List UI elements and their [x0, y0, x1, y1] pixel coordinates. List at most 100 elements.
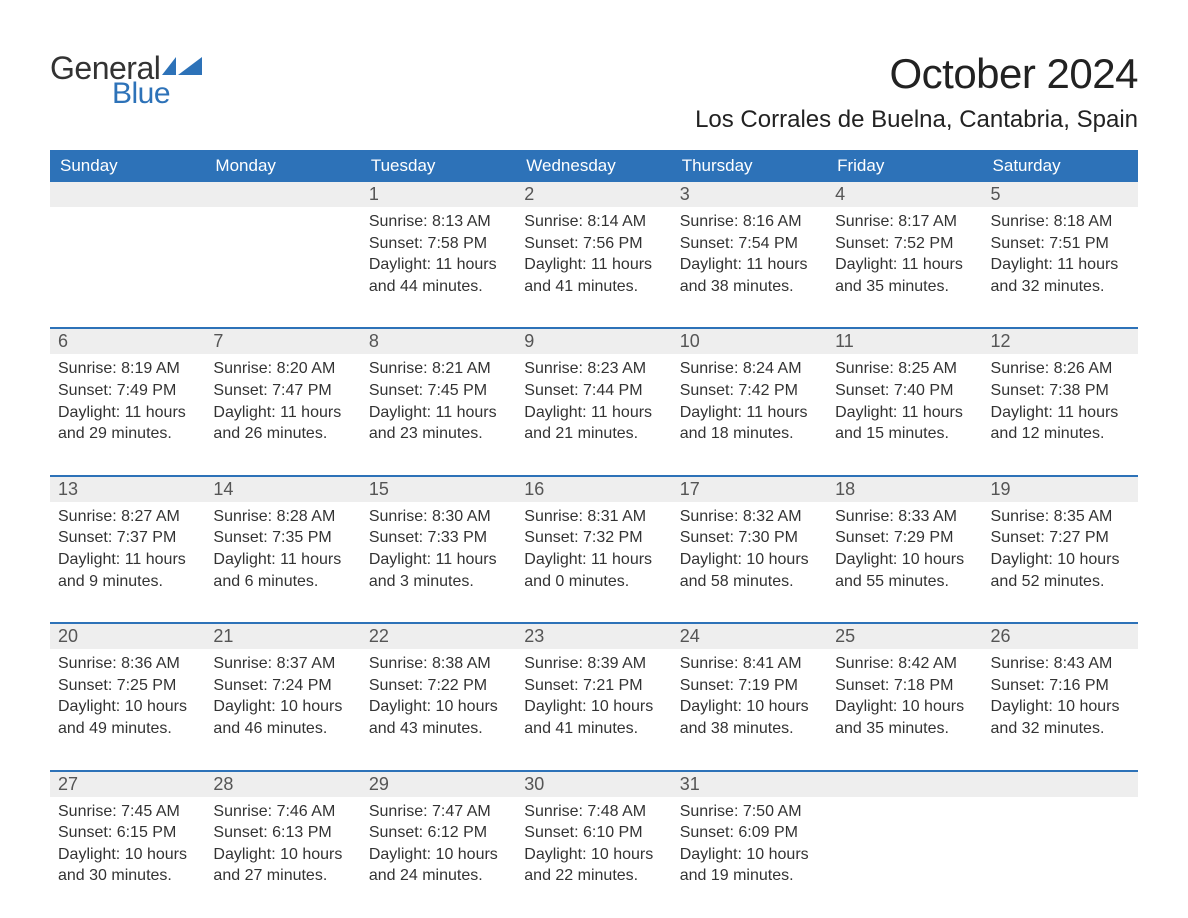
sunset-line: Sunset: 7:22 PM — [369, 675, 508, 697]
sunrise-line: Sunrise: 7:46 AM — [213, 801, 352, 823]
daylight-line-1: Daylight: 10 hours — [369, 844, 508, 866]
day-number-cell: 16 — [516, 477, 671, 502]
day-number-row: 20212223242526 — [50, 624, 1138, 649]
day-number-cell: 4 — [827, 182, 982, 207]
sunrise-line: Sunrise: 8:21 AM — [369, 358, 508, 380]
daylight-line-2: and 15 minutes. — [835, 423, 974, 445]
daylight-line-1: Daylight: 10 hours — [58, 696, 197, 718]
daylight-line-1: Daylight: 10 hours — [680, 696, 819, 718]
sunrise-line: Sunrise: 8:28 AM — [213, 506, 352, 528]
daylight-line-2: and 52 minutes. — [991, 571, 1130, 593]
day-number-cell: 2 — [516, 182, 671, 207]
day-number-cell: 7 — [205, 329, 360, 354]
header: General Blue October 2024 Los Corrales d… — [50, 50, 1138, 144]
sunset-line: Sunset: 7:16 PM — [991, 675, 1130, 697]
sunset-line: Sunset: 7:30 PM — [680, 527, 819, 549]
daylight-line-2: and 32 minutes. — [991, 276, 1130, 298]
day-number-cell: 15 — [361, 477, 516, 502]
day-content-row: Sunrise: 7:45 AMSunset: 6:15 PMDaylight:… — [50, 797, 1138, 897]
day-content-cell: Sunrise: 8:23 AMSunset: 7:44 PMDaylight:… — [516, 354, 671, 475]
daylight-line-2: and 41 minutes. — [524, 718, 663, 740]
sunset-line: Sunset: 7:42 PM — [680, 380, 819, 402]
daylight-line-1: Daylight: 10 hours — [835, 549, 974, 571]
day-content-cell: Sunrise: 8:39 AMSunset: 7:21 PMDaylight:… — [516, 649, 671, 770]
day-content-cell: Sunrise: 8:24 AMSunset: 7:42 PMDaylight:… — [672, 354, 827, 475]
day-content-cell — [983, 797, 1138, 897]
sunrise-line: Sunrise: 8:43 AM — [991, 653, 1130, 675]
day-number-cell: 10 — [672, 329, 827, 354]
day-content-cell: Sunrise: 7:50 AMSunset: 6:09 PMDaylight:… — [672, 797, 827, 897]
daylight-line-1: Daylight: 10 hours — [213, 696, 352, 718]
day-content-cell: Sunrise: 8:35 AMSunset: 7:27 PMDaylight:… — [983, 502, 1138, 623]
day-content-cell: Sunrise: 8:21 AMSunset: 7:45 PMDaylight:… — [361, 354, 516, 475]
day-number-cell: 9 — [516, 329, 671, 354]
day-number-cell: 22 — [361, 624, 516, 649]
day-content-cell: Sunrise: 7:45 AMSunset: 6:15 PMDaylight:… — [50, 797, 205, 897]
day-number-cell — [50, 182, 205, 207]
daylight-line-1: Daylight: 11 hours — [369, 549, 508, 571]
day-content-cell: Sunrise: 8:16 AMSunset: 7:54 PMDaylight:… — [672, 207, 827, 328]
daylight-line-1: Daylight: 10 hours — [680, 844, 819, 866]
sunrise-line: Sunrise: 8:17 AM — [835, 211, 974, 233]
day-content-cell: Sunrise: 7:47 AMSunset: 6:12 PMDaylight:… — [361, 797, 516, 897]
sunrise-line: Sunrise: 8:33 AM — [835, 506, 974, 528]
dayhead-tue: Tuesday — [361, 150, 516, 182]
day-number-row: 13141516171819 — [50, 477, 1138, 502]
day-number-cell: 30 — [516, 772, 671, 797]
day-number-cell: 17 — [672, 477, 827, 502]
sunset-line: Sunset: 7:56 PM — [524, 233, 663, 255]
day-number-cell: 18 — [827, 477, 982, 502]
daylight-line-1: Daylight: 11 hours — [835, 254, 974, 276]
day-number-cell — [205, 182, 360, 207]
sunset-line: Sunset: 6:15 PM — [58, 822, 197, 844]
day-number-cell: 19 — [983, 477, 1138, 502]
day-number-cell: 27 — [50, 772, 205, 797]
daylight-line-1: Daylight: 11 hours — [524, 254, 663, 276]
calendar-table: Sunday Monday Tuesday Wednesday Thursday… — [50, 150, 1138, 897]
daylight-line-2: and 23 minutes. — [369, 423, 508, 445]
daylight-line-2: and 6 minutes. — [213, 571, 352, 593]
sunset-line: Sunset: 6:10 PM — [524, 822, 663, 844]
day-number-cell: 3 — [672, 182, 827, 207]
day-content-cell: Sunrise: 8:18 AMSunset: 7:51 PMDaylight:… — [983, 207, 1138, 328]
day-number-cell: 21 — [205, 624, 360, 649]
daylight-line-1: Daylight: 11 hours — [835, 402, 974, 424]
day-content-row: Sunrise: 8:13 AMSunset: 7:58 PMDaylight:… — [50, 207, 1138, 328]
day-number-cell — [983, 772, 1138, 797]
daylight-line-2: and 27 minutes. — [213, 865, 352, 887]
daylight-line-2: and 55 minutes. — [835, 571, 974, 593]
day-content-cell: Sunrise: 8:41 AMSunset: 7:19 PMDaylight:… — [672, 649, 827, 770]
day-number-cell: 28 — [205, 772, 360, 797]
daylight-line-2: and 3 minutes. — [369, 571, 508, 593]
day-number-row: 2728293031 — [50, 772, 1138, 797]
sunrise-line: Sunrise: 8:37 AM — [213, 653, 352, 675]
daylight-line-1: Daylight: 11 hours — [58, 402, 197, 424]
sunrise-line: Sunrise: 8:25 AM — [835, 358, 974, 380]
day-content-cell: Sunrise: 8:33 AMSunset: 7:29 PMDaylight:… — [827, 502, 982, 623]
sunrise-line: Sunrise: 8:31 AM — [524, 506, 663, 528]
daylight-line-2: and 38 minutes. — [680, 276, 819, 298]
daylight-line-2: and 44 minutes. — [369, 276, 508, 298]
sunset-line: Sunset: 7:51 PM — [991, 233, 1130, 255]
sunrise-line: Sunrise: 8:16 AM — [680, 211, 819, 233]
sunrise-line: Sunrise: 8:38 AM — [369, 653, 508, 675]
sunset-line: Sunset: 7:27 PM — [991, 527, 1130, 549]
sunset-line: Sunset: 7:18 PM — [835, 675, 974, 697]
day-content-cell: Sunrise: 8:28 AMSunset: 7:35 PMDaylight:… — [205, 502, 360, 623]
day-number-cell: 24 — [672, 624, 827, 649]
day-content-cell: Sunrise: 8:17 AMSunset: 7:52 PMDaylight:… — [827, 207, 982, 328]
day-number-cell: 12 — [983, 329, 1138, 354]
sunrise-line: Sunrise: 8:14 AM — [524, 211, 663, 233]
day-content-cell: Sunrise: 7:48 AMSunset: 6:10 PMDaylight:… — [516, 797, 671, 897]
daylight-line-1: Daylight: 10 hours — [991, 549, 1130, 571]
day-content-cell: Sunrise: 8:30 AMSunset: 7:33 PMDaylight:… — [361, 502, 516, 623]
daylight-line-1: Daylight: 10 hours — [680, 549, 819, 571]
day-content-cell: Sunrise: 8:37 AMSunset: 7:24 PMDaylight:… — [205, 649, 360, 770]
daylight-line-2: and 32 minutes. — [991, 718, 1130, 740]
day-number-cell: 25 — [827, 624, 982, 649]
daylight-line-2: and 46 minutes. — [213, 718, 352, 740]
day-content-cell — [205, 207, 360, 328]
sunrise-line: Sunrise: 8:30 AM — [369, 506, 508, 528]
daylight-line-1: Daylight: 11 hours — [524, 402, 663, 424]
title-block: October 2024 Los Corrales de Buelna, Can… — [695, 50, 1138, 144]
